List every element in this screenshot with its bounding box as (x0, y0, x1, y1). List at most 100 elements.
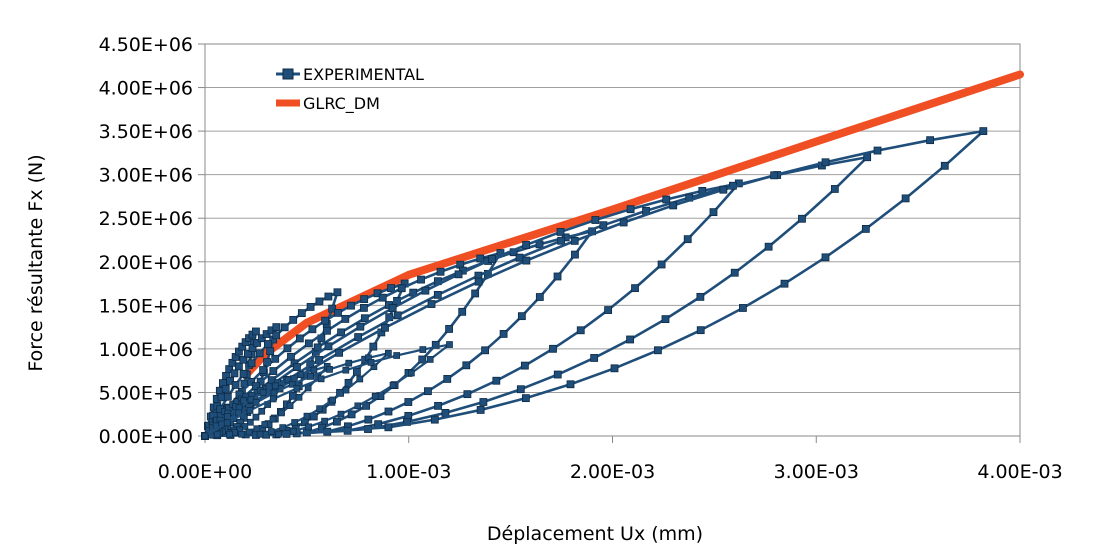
experimental-marker (353, 367, 361, 376)
experimental-marker (626, 205, 635, 214)
experimental-marker (515, 253, 524, 262)
experimental-marker (798, 214, 806, 223)
experimental-marker (213, 430, 221, 438)
experimental-marker (619, 218, 628, 227)
experimental-marker (418, 355, 427, 364)
experimental-marker (378, 293, 387, 302)
experimental-marker (248, 344, 257, 352)
experimental-marker (344, 378, 353, 387)
legend-glrc-dm-label: GLRC_DM (303, 94, 380, 114)
experimental-marker (462, 361, 471, 370)
experimental-marker (289, 315, 298, 324)
experimental-marker (354, 333, 363, 341)
experimental-marker (367, 359, 375, 366)
x-tick-label: 0.00E+00 (158, 461, 252, 483)
experimental-marker (576, 326, 585, 335)
experimental-marker (590, 354, 599, 362)
experimental-marker (269, 395, 277, 403)
experimental-marker (436, 267, 445, 276)
experimental-marker (266, 347, 275, 356)
experimental-marker (241, 423, 249, 430)
legend-item-glrc-dm: GLRC_DM (276, 94, 380, 114)
experimental-marker (389, 381, 397, 389)
experimental-marker (424, 387, 432, 396)
experimental-marker (770, 171, 779, 180)
experimental-marker (522, 241, 531, 249)
experimental-marker (308, 325, 317, 334)
y-tick-label: 4.00E+06 (99, 78, 193, 100)
y-tick-label: 3.00E+06 (99, 165, 193, 187)
experimental-marker (234, 362, 243, 371)
experimental-marker (604, 306, 612, 314)
experimental-marker (245, 428, 253, 436)
experimental-marker (901, 194, 910, 203)
experimental-marker (226, 430, 233, 438)
experimental-marker (730, 268, 739, 277)
x-tick-label: 1.00E-03 (366, 461, 451, 483)
experimental-marker (337, 410, 345, 418)
experimental-marker (657, 260, 666, 269)
experimental-marker (333, 288, 342, 297)
experimental-marker (520, 361, 529, 370)
experimental-marker (488, 255, 497, 263)
experimental-marker (610, 364, 619, 373)
y-tick-labels: 0.00E+00 5.00E+05 1.00E+06 1.50E+06 2.00E+06… (99, 34, 193, 448)
experimental-marker (239, 355, 248, 364)
experimental-marker (384, 407, 393, 416)
y-tick-label: 0.00E+00 (99, 426, 193, 448)
experimental-marker (295, 393, 303, 401)
x-tick-label: 4.00E-03 (977, 461, 1062, 483)
experimental-marker (385, 349, 392, 357)
y-tick-label: 4.50E+06 (99, 34, 193, 56)
experimental-marker (337, 328, 345, 337)
experimental-marker (427, 300, 436, 308)
experimental-marker (476, 254, 485, 263)
experimental-marker (303, 412, 311, 420)
experimental-marker (345, 359, 353, 367)
plot-frame (204, 43, 1021, 437)
experimental-marker (315, 297, 324, 306)
experimental-marker (280, 323, 289, 332)
legend: EXPERIMENTAL GLRC_DM (276, 65, 424, 114)
experimental-marker (283, 344, 292, 353)
experimental-marker (557, 236, 566, 245)
experimental-marker (873, 146, 882, 155)
experimental-marker (434, 401, 442, 410)
experimental-marker (669, 201, 678, 210)
experimental-marker (297, 371, 305, 379)
experimental-marker (293, 385, 301, 392)
experimental-marker (324, 292, 333, 301)
experimental-marker (419, 346, 427, 353)
experimental-marker (324, 342, 333, 351)
experimental-marker (246, 418, 254, 426)
experimental-marker (373, 289, 382, 298)
experimental-marker (709, 208, 718, 217)
experimental-marker (307, 373, 314, 380)
experimental-marker (821, 158, 830, 167)
experimental-marker (239, 369, 248, 378)
experimental-marker (270, 389, 278, 397)
experimental-marker (517, 312, 526, 321)
experimental-marker (297, 309, 306, 318)
experimental-marker (696, 292, 705, 301)
y-tick-label: 1.50E+06 (99, 295, 193, 317)
experimental-marker (431, 340, 440, 349)
experimental-marker (247, 359, 256, 368)
experimental-marker (421, 286, 430, 295)
experimental-marker (764, 242, 773, 251)
experimental-marker (830, 185, 839, 193)
experimental-marker (246, 407, 254, 414)
experimental-loop (204, 129, 985, 438)
experimental-marker (223, 419, 231, 427)
experimental-marker (360, 295, 369, 304)
x-tick-labels: 0.00E+00 1.00E-03 2.00E-03 3.00E-03 4.00E-03 (158, 461, 1063, 483)
experimental-marker (481, 346, 489, 355)
experimental-marker (278, 409, 285, 417)
experimental-marker (360, 314, 369, 323)
experimental-marker (256, 430, 264, 438)
experimental-marker (446, 341, 453, 348)
x-tick-label: 3.00E-03 (774, 461, 859, 483)
experimental-marker (430, 415, 439, 424)
experimental-marker (253, 338, 262, 347)
